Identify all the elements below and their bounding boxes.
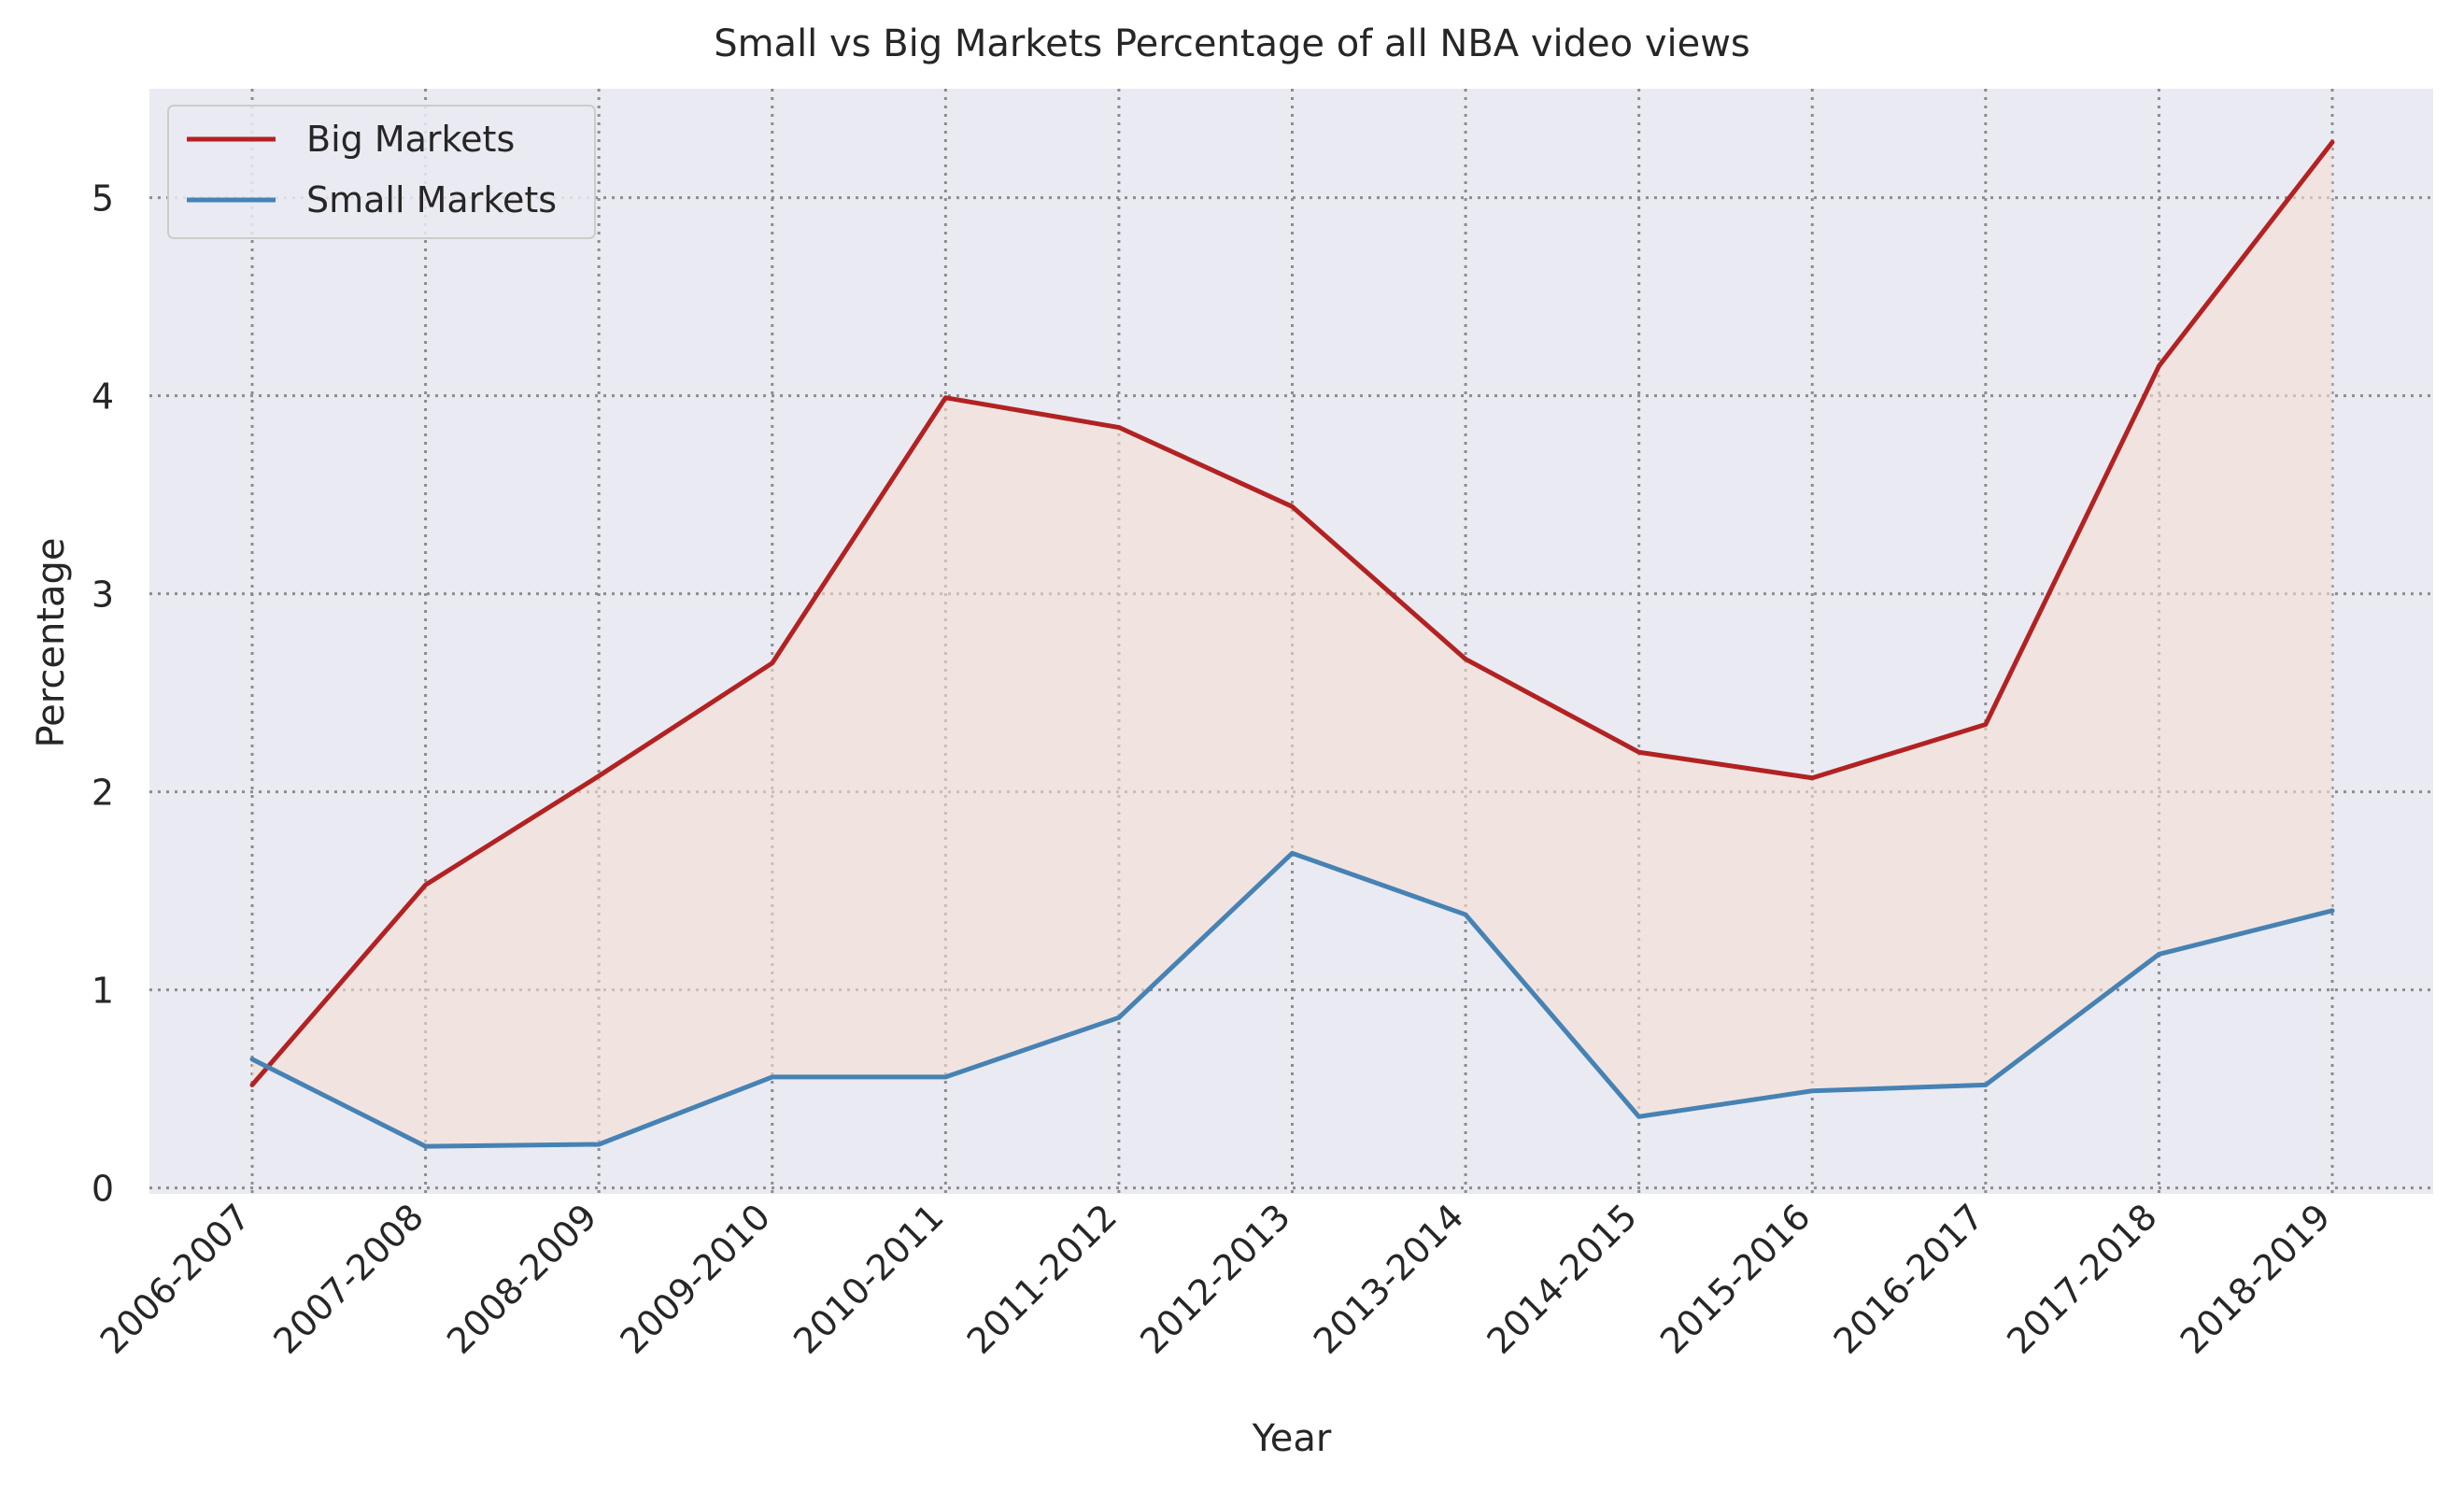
series-lines bbox=[249, 139, 2335, 1149]
x-axis-ticks: 2006-2007 2007-2008 2008-2009 2009-2010 2010… bbox=[92, 1196, 2339, 1362]
x-tick-label: 2013-2014 bbox=[1306, 1196, 1472, 1362]
y-tick-label: 4 bbox=[92, 376, 114, 418]
x-tick-label: 2008-2009 bbox=[439, 1196, 605, 1362]
x-tick-label: 2017-2018 bbox=[1999, 1196, 2165, 1362]
legend-label: Big Markets bbox=[306, 119, 515, 160]
y-tick-label: 5 bbox=[92, 178, 114, 220]
x-tick-label: 2006-2007 bbox=[92, 1196, 259, 1362]
x-tick-label: 2015-2016 bbox=[1652, 1196, 1819, 1362]
x-tick-label: 2010-2011 bbox=[786, 1196, 952, 1362]
x-tick-label: 2012-2013 bbox=[1132, 1196, 1298, 1362]
x-tick-label: 2014-2015 bbox=[1479, 1196, 1645, 1362]
y-tick-label: 2 bbox=[92, 773, 114, 814]
fill-between-area bbox=[252, 142, 2332, 1147]
x-tick-label: 2011-2012 bbox=[959, 1196, 1126, 1362]
series-line-small-markets bbox=[249, 850, 2335, 1149]
series-line-big-markets bbox=[249, 139, 2335, 1087]
x-tick-label: 2009-2010 bbox=[613, 1196, 779, 1362]
y-tick-label: 1 bbox=[92, 971, 114, 1012]
y-tick-label: 0 bbox=[92, 1169, 114, 1210]
x-tick-label: 2007-2008 bbox=[265, 1196, 432, 1362]
legend-label: Small Markets bbox=[306, 179, 557, 220]
chart-title: Small vs Big Markets Percentage of all N… bbox=[714, 22, 1750, 65]
legend: Big Markets Small Markets bbox=[167, 105, 596, 239]
y-axis-ticks: 0 1 2 3 4 5 bbox=[92, 178, 114, 1210]
x-axis-label: Year bbox=[1252, 1417, 1332, 1460]
y-tick-label: 3 bbox=[92, 575, 114, 616]
y-axis-label: Percentage bbox=[30, 537, 73, 747]
x-tick-label: 2018-2019 bbox=[2173, 1196, 2339, 1362]
x-tick-label: 2016-2017 bbox=[1826, 1196, 1992, 1362]
